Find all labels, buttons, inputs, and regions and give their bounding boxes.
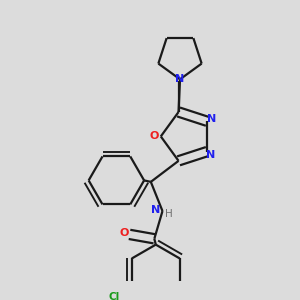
Text: N: N — [176, 74, 184, 84]
Text: N: N — [151, 206, 160, 215]
Text: N: N — [207, 114, 216, 124]
Text: N: N — [206, 150, 215, 160]
Text: O: O — [120, 228, 129, 238]
Text: O: O — [150, 131, 159, 141]
Text: Cl: Cl — [108, 292, 119, 300]
Text: H: H — [165, 209, 173, 219]
